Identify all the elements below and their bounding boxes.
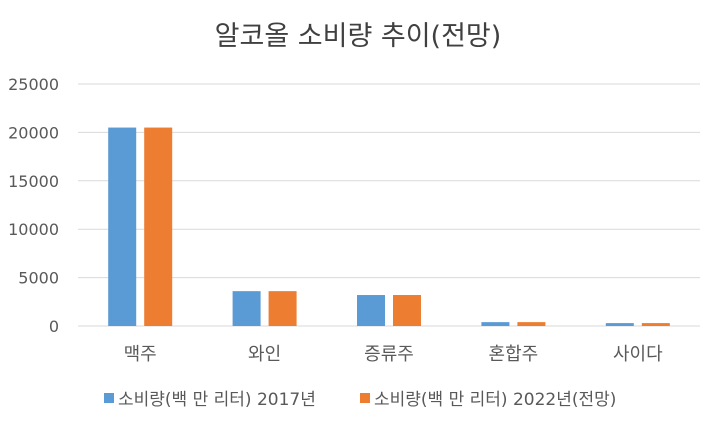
bar-2-4	[517, 322, 546, 326]
legend-swatch	[104, 393, 114, 403]
bar-1-3	[357, 295, 385, 326]
y-tick-label: 20000	[8, 123, 59, 142]
gridlines	[78, 83, 700, 279]
bar-1-1	[108, 127, 137, 326]
y-tick-label: 0	[49, 317, 59, 336]
x-category-label: 증류주	[364, 344, 414, 365]
chart-title: 알코올 소비량 추이(전망)	[215, 21, 502, 52]
y-tick-label: 25000	[8, 75, 59, 94]
y-tick-label: 15000	[8, 172, 59, 191]
bar-1-4	[481, 322, 510, 326]
bars	[108, 127, 670, 326]
x-category-label: 사이다	[613, 344, 663, 365]
x-axis-categories: 맥주 와인 증류주 혼합주 사이다	[124, 344, 663, 365]
x-category-label: 혼합주	[489, 344, 539, 365]
bar-2-3	[393, 295, 421, 326]
x-category-label: 와인	[248, 344, 281, 365]
legend-label: 소비량(백 만 리터) 2017년	[118, 390, 316, 410]
bar-2-5	[641, 323, 670, 326]
x-category-label: 맥주	[124, 344, 157, 365]
bar-1-5	[605, 323, 634, 326]
y-tick-label: 10000	[8, 220, 59, 239]
bar-2-1	[144, 127, 173, 326]
legend: 소비량(백 만 리터) 2017년 소비량(백 만 리터) 2022년(전망)	[104, 390, 616, 410]
legend-label: 소비량(백 만 리터) 2022년(전망)	[374, 390, 616, 410]
legend-swatch	[360, 393, 370, 403]
y-axis-ticks: 0 5000 10000 15000 20000 25000	[8, 75, 59, 336]
bar-2-2	[268, 291, 297, 326]
y-tick-label: 5000	[18, 269, 59, 288]
bar-1-2	[232, 291, 261, 326]
